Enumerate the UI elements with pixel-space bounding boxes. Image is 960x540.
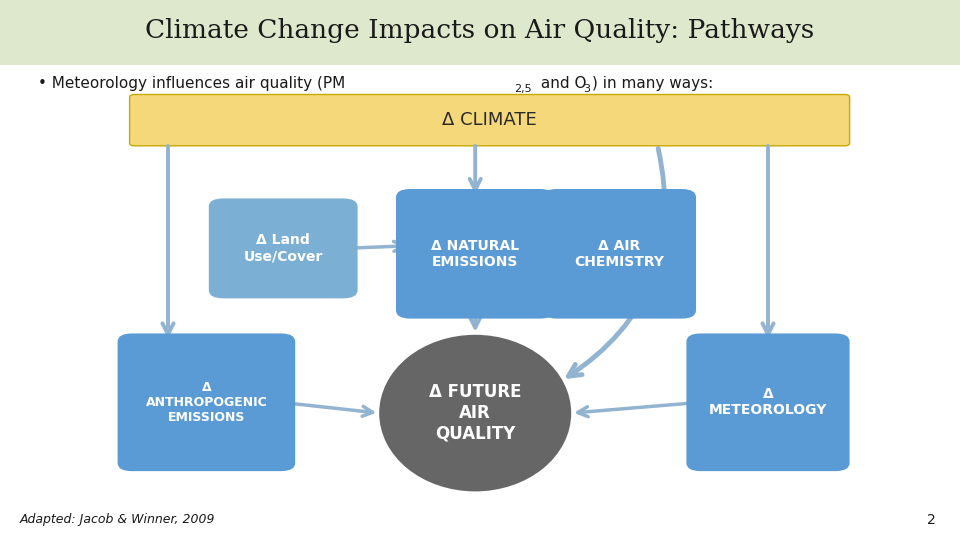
Text: Δ NATURAL
EMISSIONS: Δ NATURAL EMISSIONS xyxy=(431,239,519,269)
Text: Δ Land
Use/Cover: Δ Land Use/Cover xyxy=(244,233,323,264)
Text: 3: 3 xyxy=(583,84,589,93)
FancyBboxPatch shape xyxy=(542,189,696,319)
Text: • Meteorology influences air quality (PM: • Meteorology influences air quality (PM xyxy=(38,76,346,91)
Ellipse shape xyxy=(379,335,571,491)
Text: and O: and O xyxy=(536,76,587,91)
Text: ) in many ways:: ) in many ways: xyxy=(592,76,713,91)
Text: Δ AIR
CHEMISTRY: Δ AIR CHEMISTRY xyxy=(574,239,664,269)
Text: Δ
METEOROLOGY: Δ METEOROLOGY xyxy=(708,387,828,417)
FancyBboxPatch shape xyxy=(118,333,296,471)
FancyBboxPatch shape xyxy=(130,94,850,146)
FancyBboxPatch shape xyxy=(396,189,555,319)
FancyBboxPatch shape xyxy=(208,198,357,298)
FancyBboxPatch shape xyxy=(0,0,960,65)
Text: 2,5: 2,5 xyxy=(515,84,532,93)
Text: 2: 2 xyxy=(927,512,936,526)
FancyBboxPatch shape xyxy=(686,333,850,471)
Text: Δ CLIMATE: Δ CLIMATE xyxy=(443,111,537,129)
Text: Δ FUTURE
AIR
QUALITY: Δ FUTURE AIR QUALITY xyxy=(429,383,521,443)
Text: Climate Change Impacts on Air Quality: Pathways: Climate Change Impacts on Air Quality: P… xyxy=(145,18,815,43)
Text: Adapted: Jacob & Winner, 2009: Adapted: Jacob & Winner, 2009 xyxy=(19,514,215,526)
Text: Δ
ANTHROPOGENIC
EMISSIONS: Δ ANTHROPOGENIC EMISSIONS xyxy=(146,381,267,424)
